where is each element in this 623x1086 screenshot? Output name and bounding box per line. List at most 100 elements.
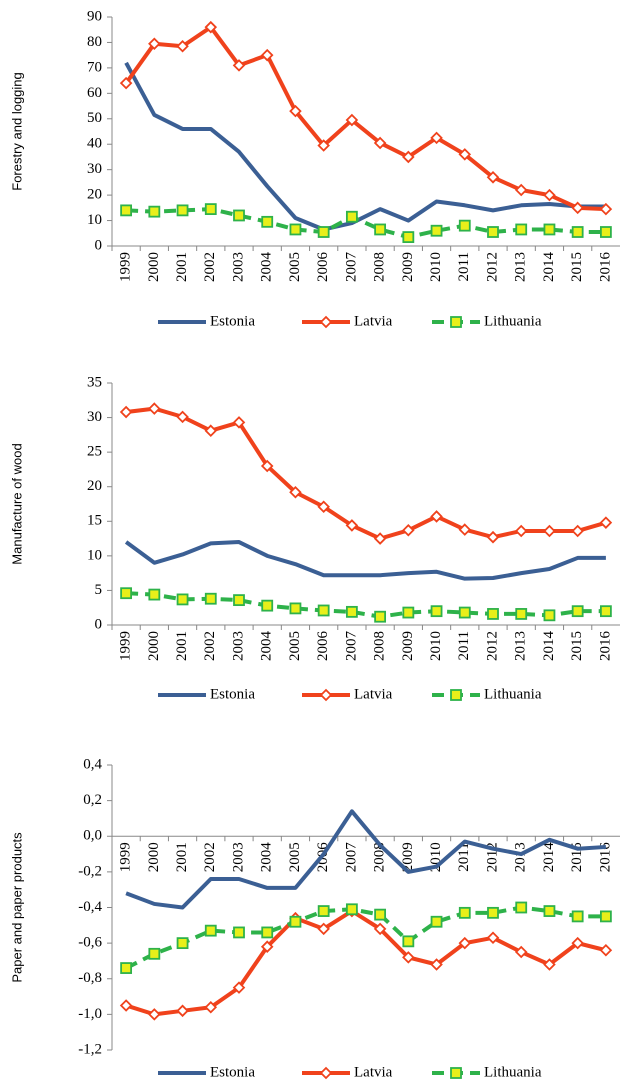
marker xyxy=(261,215,274,228)
x-tick-label: 2002 xyxy=(202,842,218,872)
line xyxy=(124,540,606,581)
marker xyxy=(402,150,415,164)
marker xyxy=(176,937,189,950)
marker xyxy=(289,915,302,928)
marker xyxy=(204,592,217,605)
marker xyxy=(373,532,387,545)
y-tick-label: -1,2 xyxy=(78,1041,102,1057)
marker xyxy=(261,599,274,612)
x-tick-label: 2004 xyxy=(259,842,275,873)
x-tick-label: 2006 xyxy=(315,631,331,662)
x-tick-label: 2007 xyxy=(343,631,359,662)
marker xyxy=(458,523,472,536)
marker xyxy=(430,915,443,928)
y-axis-label: Paper and paper products xyxy=(9,832,24,983)
x-tick-label: 2003 xyxy=(230,842,246,872)
x-tick-label: 2003 xyxy=(230,631,246,661)
x-tick-label: 2014 xyxy=(541,252,557,283)
marker xyxy=(345,519,359,532)
x-tick-label: 2004 xyxy=(259,252,275,283)
marker xyxy=(176,1004,189,1018)
marker xyxy=(486,530,500,544)
marker xyxy=(402,231,415,243)
line xyxy=(126,207,606,240)
marker xyxy=(486,171,500,184)
marker xyxy=(515,608,528,620)
y-tick-label: 80 xyxy=(87,34,102,50)
marker xyxy=(571,226,584,238)
y-tick-label: 40 xyxy=(87,136,102,152)
chart: Manufacture of wood 0 5 10 15 20 25 30 35 1999 200… xyxy=(9,374,620,702)
y-tick-label: 10 xyxy=(87,212,102,228)
marker xyxy=(599,516,613,529)
marker xyxy=(317,905,330,917)
x-tick-label: 2014 xyxy=(541,631,557,662)
x-tick-label: 2011 xyxy=(456,252,472,281)
line xyxy=(124,25,606,212)
x-tick-label: 2008 xyxy=(372,631,388,661)
marker xyxy=(402,935,415,948)
marker xyxy=(317,604,330,617)
x-tick-label: 1999 xyxy=(118,252,134,282)
x-tick-label: 2009 xyxy=(400,631,416,661)
x-tick-label: 2001 xyxy=(174,631,190,661)
x-tick-label: 2013 xyxy=(513,842,529,872)
marker xyxy=(176,593,189,606)
y-tick-label: 0,0 xyxy=(83,828,102,844)
marker xyxy=(120,204,133,217)
marker xyxy=(319,315,333,329)
marker xyxy=(345,903,358,916)
marker xyxy=(514,183,528,197)
marker xyxy=(599,910,612,923)
x-tick-label: 2001 xyxy=(174,252,190,282)
legend-label: Estonia xyxy=(210,686,255,702)
x-tick-label: 2002 xyxy=(202,631,218,661)
marker xyxy=(599,202,613,216)
marker xyxy=(487,226,499,238)
marker xyxy=(571,605,584,618)
x-tick-label: 2013 xyxy=(513,631,529,661)
x-tick-label: 2012 xyxy=(484,252,500,282)
marker xyxy=(514,945,528,959)
y-axis-label: Manufacture of wood xyxy=(9,443,24,564)
y-tick-label: 90 xyxy=(87,8,102,24)
marker xyxy=(120,587,133,600)
marker xyxy=(204,924,217,937)
legend-label: Lithuania xyxy=(484,1064,542,1080)
y-tick-label: 0,4 xyxy=(83,756,102,772)
chart: Paper and paper products -1,2 -1,0 -0,8 -0,6… xyxy=(9,756,620,1080)
line xyxy=(125,406,607,541)
marker xyxy=(458,606,471,619)
marker xyxy=(430,224,443,237)
marker xyxy=(543,524,556,538)
marker xyxy=(430,958,443,971)
x-tick-label: 2001 xyxy=(174,842,190,872)
marker xyxy=(233,926,245,939)
marker xyxy=(260,48,274,62)
y-tick-label: 0,2 xyxy=(83,792,102,808)
marker xyxy=(430,510,443,523)
legend-label: Latvia xyxy=(354,1064,393,1080)
y-tick-label: 10 xyxy=(87,547,102,563)
x-tick-label: 2016 xyxy=(597,631,613,662)
marker xyxy=(515,901,528,914)
y-tick-label: -0,2 xyxy=(78,863,102,879)
x-tick-label: 2010 xyxy=(428,252,444,282)
line xyxy=(124,61,606,232)
marker xyxy=(345,605,358,618)
marker xyxy=(233,594,245,607)
marker xyxy=(232,59,246,72)
marker xyxy=(289,602,302,615)
x-tick-label: 2016 xyxy=(597,252,613,283)
marker xyxy=(450,1067,462,1079)
marker xyxy=(374,610,387,623)
y-tick-label: 50 xyxy=(87,110,102,126)
marker xyxy=(373,136,387,150)
marker xyxy=(514,524,528,538)
marker xyxy=(148,402,161,415)
marker xyxy=(402,606,415,619)
y-tick-label: 0 xyxy=(95,237,103,253)
y-tick-label: 30 xyxy=(87,161,102,177)
marker xyxy=(571,910,584,923)
y-tick-label: 15 xyxy=(87,513,102,529)
